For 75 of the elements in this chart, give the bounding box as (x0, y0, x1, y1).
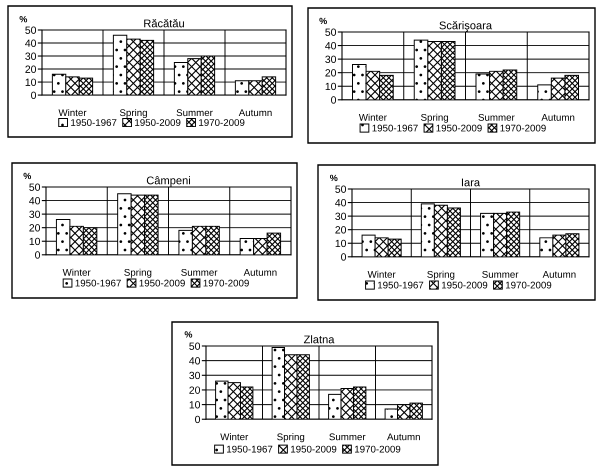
chart-title: Scărişoara (439, 21, 492, 32)
x-tick-label: Autumn (238, 109, 272, 116)
y-tick-label: 20 (335, 226, 346, 234)
y-axis-title: % (184, 331, 192, 338)
y-tick-label: 40 (189, 357, 200, 365)
x-tick-label: Winter (220, 433, 248, 440)
legend-label: 1970-2009 (500, 124, 546, 132)
y-tick-label: 50 (189, 342, 200, 350)
chart-title: Zlatna (304, 335, 334, 344)
y-tick-label: 40 (335, 199, 346, 206)
y-tick-label: 30 (325, 56, 336, 63)
y-tick-label: 0 (331, 96, 336, 104)
x-tick-label: Spring (277, 433, 304, 442)
x-tick-label: Winter (358, 114, 387, 121)
legend-label: 1970-2009 (199, 119, 244, 126)
legend-label: 1950-2009 (140, 280, 185, 287)
legend-label: 1950-1967 (227, 446, 272, 453)
y-tick-label: 0 (35, 251, 40, 259)
y-tick-label: 40 (325, 42, 336, 50)
legend-label: 1950-1967 (372, 124, 418, 132)
legend-label: 1950-1967 (71, 119, 116, 126)
y-tick-label: 30 (29, 210, 40, 218)
x-tick-label: Spring (124, 268, 152, 278)
chart-title: Răcătău (144, 19, 184, 28)
y-tick-label: 20 (25, 66, 36, 73)
x-tick-label: Autumn (244, 269, 276, 276)
legend-label: 1950-1967 (378, 282, 424, 289)
x-tick-label: Autumn (387, 433, 420, 440)
y-tick-label: 30 (25, 52, 36, 60)
y-tick-label: 0 (31, 92, 36, 99)
x-tick-label: Spring (427, 270, 454, 280)
y-tick-label: 50 (325, 28, 336, 36)
y-tick-label: 30 (189, 372, 200, 380)
y-tick-label: 20 (189, 386, 200, 394)
x-tick-label: Summer (181, 268, 218, 276)
legend-label: 1950-1967 (76, 280, 121, 287)
chart-title: Iara (462, 178, 480, 186)
y-tick-label: 20 (29, 224, 40, 232)
y-tick-label: 10 (26, 78, 36, 86)
y-tick-label: 50 (29, 184, 40, 191)
x-tick-label: Summer (176, 109, 213, 116)
x-tick-label: Winter (58, 108, 86, 116)
x-tick-label: Autumn (542, 271, 576, 278)
legend-label: 1950-2009 (442, 282, 488, 289)
x-tick-label: Summer (482, 270, 518, 278)
y-tick-label: 10 (336, 240, 346, 248)
x-tick-label: Winter (62, 268, 91, 276)
y-axis-title: % (20, 16, 28, 22)
y-tick-label: 0 (341, 253, 346, 261)
y-tick-label: 10 (190, 401, 200, 408)
chart-title: Câmpeni (146, 176, 190, 187)
x-tick-label: Autumn (541, 114, 574, 121)
y-tick-label: 20 (325, 69, 336, 77)
x-tick-label: Summer (329, 433, 366, 440)
y-axis-title: % (330, 174, 338, 182)
legend-label: 1970-2009 (355, 446, 400, 453)
x-tick-label: Spring (120, 108, 147, 118)
y-tick-label: 50 (25, 26, 36, 34)
legend-label: 1970-2009 (506, 282, 552, 289)
legend-label: 1970-2009 (204, 280, 249, 287)
legend-label: 1950-2009 (135, 119, 180, 126)
legend-label: 1950-2009 (291, 446, 336, 453)
y-tick-label: 30 (335, 212, 346, 220)
y-tick-label: 0 (195, 416, 200, 424)
y-tick-label: 50 (335, 186, 346, 193)
legend-label: 1950-2009 (436, 124, 482, 132)
x-tick-label: Summer (478, 114, 515, 121)
y-tick-label: 40 (29, 197, 40, 204)
y-axis-title: % (319, 18, 327, 24)
y-axis-title: % (23, 172, 32, 180)
y-tick-label: 10 (326, 82, 336, 90)
y-tick-label: 40 (25, 40, 36, 47)
y-tick-label: 10 (30, 238, 40, 246)
x-tick-label: Winter (368, 270, 396, 278)
x-tick-label: Spring (421, 114, 448, 123)
